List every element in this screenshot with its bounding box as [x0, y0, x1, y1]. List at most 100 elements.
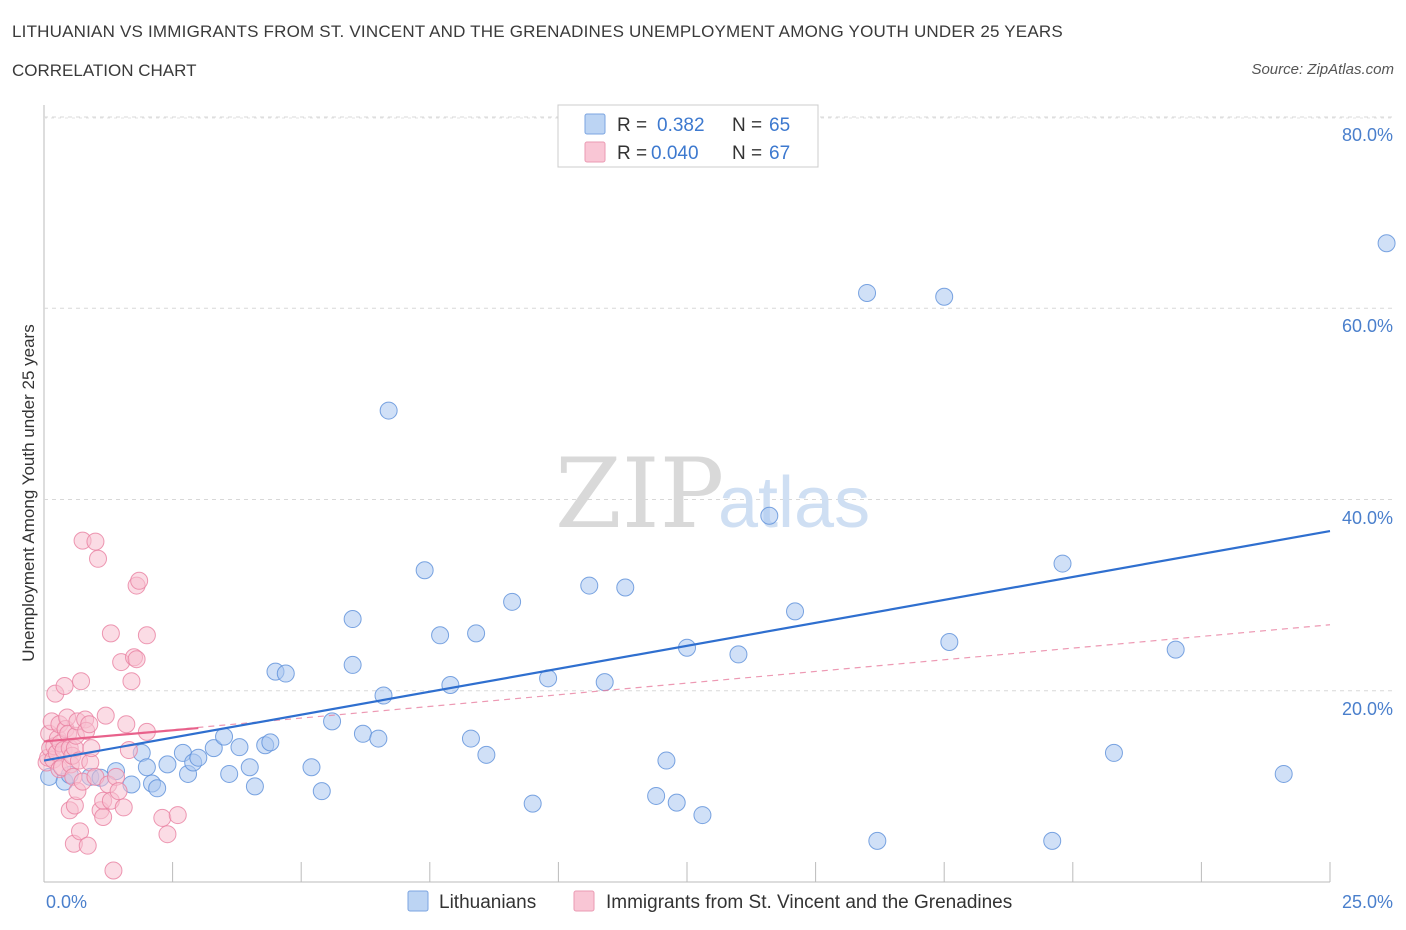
immigrants-point-50: [101, 624, 120, 643]
y-tick-label-60: 60.0%: [1342, 316, 1393, 336]
immigrants-point-63: [137, 626, 156, 645]
lithuanians-point-23: [261, 733, 280, 752]
lithuanians-point-18: [220, 764, 239, 783]
lithuanians-point-61: [1104, 743, 1123, 762]
bottom-legend-label-immigrants: Immigrants from St. Vincent and the Gren…: [606, 892, 1012, 913]
immigrants-point-41: [86, 532, 105, 551]
lithuanians-point-34: [379, 401, 398, 420]
chart-subtitle: CORRELATION CHART: [12, 61, 197, 80]
legend-r-label-2: R =: [617, 143, 647, 164]
immigrants-point-31: [71, 822, 90, 841]
lithuanians-point-63: [1274, 764, 1293, 783]
immigrants-point-37: [78, 836, 97, 855]
x-tick-label-max: 25.0%: [1342, 892, 1393, 912]
lithuanians-point-36: [431, 626, 450, 645]
bottom-legend-swatch-blue: [407, 890, 429, 912]
immigrants-point-60: [127, 650, 146, 669]
gridlines: [44, 116, 1395, 692]
lithuanians-point-57: [935, 287, 954, 306]
lithuanians-point-19: [230, 738, 249, 757]
lithuanians-point-28: [323, 712, 342, 731]
immigrants-point-38: [80, 715, 99, 734]
lithuanians-point-32: [369, 729, 388, 748]
lithuanians-point-37: [441, 676, 460, 695]
trendlines: [43, 529, 1331, 762]
series-lithuanians-points: [40, 234, 1396, 850]
lithuanians-point-29: [343, 655, 362, 674]
lithuanians-point-60: [1053, 554, 1072, 573]
lithuanians-point-42: [523, 794, 542, 813]
lithuanians-point-45: [595, 673, 614, 692]
lithuanians-point-25: [276, 664, 295, 683]
watermark-zip: ZIP: [555, 438, 724, 550]
lithuanians-point-40: [477, 745, 496, 764]
legend-bottom: Lithuanians Immigrants from St. Vincent …: [407, 890, 1012, 913]
immigrants-point-43: [89, 549, 108, 568]
lithuanians-point-10: [148, 779, 167, 798]
lithuanians-point-52: [729, 645, 748, 664]
legend-swatch-blue: [584, 113, 606, 135]
immigrants-point-65: [153, 808, 172, 827]
lithuanians-trendline: [43, 529, 1331, 762]
lithuanians-point-51: [693, 806, 712, 825]
lithuanians-point-47: [647, 786, 666, 805]
lithuanians-point-39: [467, 624, 486, 643]
legend-n-value-1: 65: [769, 115, 790, 136]
lithuanians-point-56: [868, 831, 887, 850]
immigrants-point-51: [104, 861, 123, 880]
lithuanians-point-49: [667, 793, 686, 812]
immigrants-trendline: [43, 726, 199, 743]
lithuanians-point-21: [245, 777, 264, 796]
immigrants-point-45: [94, 807, 113, 826]
immigrants-point-32: [72, 672, 91, 691]
series-immigrants-points: [37, 531, 187, 880]
lithuanians-point-11: [158, 755, 177, 774]
immigrants-point-47: [96, 706, 115, 725]
chart-title: LITHUANIAN VS IMMIGRANTS FROM ST. VINCEN…: [12, 22, 1063, 41]
lithuanians-point-27: [312, 782, 331, 801]
immigrants-point-66: [158, 825, 177, 844]
lithuanians-point-38: [461, 729, 480, 748]
lithuanians-point-46: [616, 578, 635, 597]
bottom-legend-label-lithuanians: Lithuanians: [439, 892, 536, 913]
source-label: Source: ZipAtlas.com: [1251, 61, 1394, 78]
lithuanians-point-31: [353, 724, 372, 743]
lithuanians-point-53: [760, 506, 779, 525]
lithuanians-point-8: [137, 758, 156, 777]
lithuanians-point-41: [503, 592, 522, 611]
legend-swatch-pink: [584, 141, 606, 163]
legend-n-label-1: N =: [732, 115, 762, 136]
lithuanians-point-59: [1043, 831, 1062, 850]
immigrants-point-56: [117, 715, 136, 734]
lithuanians-point-17: [215, 727, 234, 746]
lithuanians-point-58: [940, 632, 959, 651]
lithuanians-point-15: [189, 748, 208, 767]
lithuanians-point-26: [302, 758, 321, 777]
lithuanians-point-62: [1166, 640, 1185, 659]
lithuanians-point-44: [580, 576, 599, 595]
legend-r-value-2: 0.040: [651, 143, 699, 164]
y-tick-label-80: 80.0%: [1342, 125, 1393, 145]
lithuanians-point-20: [240, 758, 259, 777]
immigrants-point-55: [114, 798, 133, 817]
lithuanians-point-35: [415, 561, 434, 580]
lithuanians-point-64: [1377, 234, 1396, 253]
lithuanians-point-54: [786, 602, 805, 621]
immigrants-point-62: [130, 571, 149, 590]
watermark-atlas: atlas: [718, 463, 870, 543]
immigrants-point-53: [109, 782, 128, 801]
lithuanians-point-16: [204, 739, 223, 758]
legend-top: R = 0.382 N = 65 R = 0.040 N = 67: [557, 104, 819, 168]
y-axis-title: Unemployment Among Youth under 25 years: [19, 324, 38, 661]
lithuanians-point-48: [657, 751, 676, 770]
legend-n-value-2: 67: [769, 143, 790, 164]
legend-n-label-2: N =: [732, 143, 762, 164]
immigrants-point-58: [122, 672, 141, 691]
immigrants-point-67: [168, 806, 187, 825]
lithuanians-point-30: [343, 610, 362, 629]
bottom-legend-swatch-pink: [573, 890, 595, 912]
immigrants-point-15: [55, 676, 74, 695]
x-ticks: [43, 862, 1331, 882]
y-tick-label-20: 20.0%: [1342, 699, 1393, 719]
